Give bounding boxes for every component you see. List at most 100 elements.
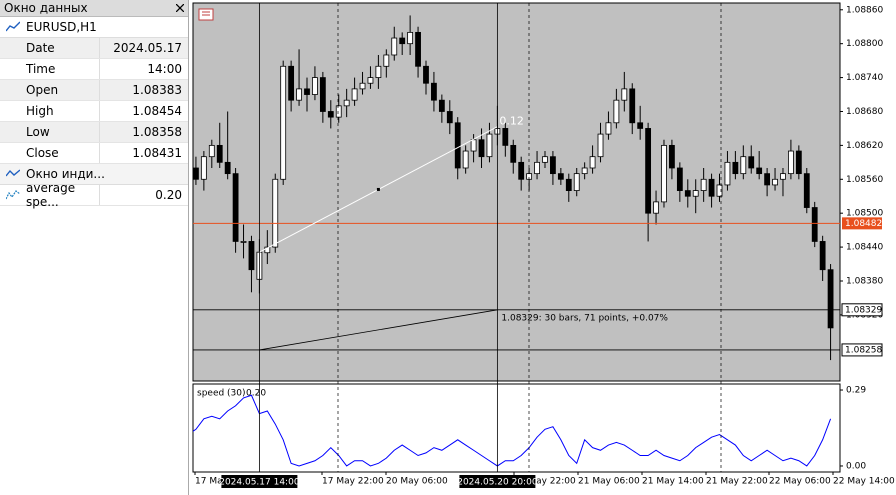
price-box-label: 1.08329 <box>845 305 882 315</box>
data-key: Low <box>0 122 100 142</box>
data-value: 1.08431 <box>132 146 182 160</box>
candle-body <box>542 156 548 163</box>
candle-body <box>343 99 350 107</box>
candle-body <box>383 54 390 67</box>
candle-body <box>795 150 802 175</box>
ruler-text: 1.08329: 30 bars, 71 points, +0.07% <box>501 313 668 323</box>
candle-body <box>200 156 207 180</box>
candle-body <box>296 88 302 101</box>
data-row: Low 1.08358 <box>0 122 188 143</box>
candle-body <box>224 161 231 175</box>
candle-body <box>780 173 786 180</box>
ruler-line <box>259 309 498 351</box>
trendline-handle <box>376 187 380 191</box>
y-tick-label: 1.08800 <box>846 39 883 49</box>
candle-body <box>692 190 699 197</box>
candle-body <box>803 173 810 208</box>
date-box-label: 2024.05.17 14:00 <box>219 478 300 488</box>
candle-body <box>502 128 509 146</box>
price-pane <box>192 2 841 382</box>
candle-body <box>550 156 556 175</box>
y-tick-label: 1.08620 <box>846 141 883 151</box>
price-box <box>841 343 883 357</box>
x-tick-label: 21 May 06:00 <box>578 477 640 487</box>
y-tick-label: 0.29 <box>846 386 866 396</box>
candle-body <box>193 167 199 180</box>
candle-body <box>605 122 612 135</box>
candle-body <box>232 173 239 242</box>
current-price-box <box>842 217 882 230</box>
x-tick-label: 20 May 22:00 <box>514 477 576 487</box>
data-key: Close <box>0 143 100 163</box>
indicator-key: average spe... <box>0 181 100 209</box>
candle-body <box>264 246 271 254</box>
data-value: 2024.05.17 <box>113 41 182 55</box>
price-box <box>841 303 883 317</box>
candle-body <box>415 31 421 67</box>
candle-body <box>565 178 572 191</box>
data-window-header: Окно данных <box>0 0 188 17</box>
candle-body <box>423 65 429 84</box>
candle-body <box>240 241 247 243</box>
candle-body <box>669 144 675 169</box>
candle-body <box>573 173 580 191</box>
candle-body <box>407 31 414 45</box>
candle-body <box>367 77 374 84</box>
y-tick-label: 1.08680 <box>846 107 883 117</box>
candle-body <box>272 178 279 248</box>
candles <box>193 15 834 361</box>
candle-body <box>359 82 366 90</box>
candle-body <box>653 201 659 214</box>
candle-body <box>335 105 342 118</box>
data-key: Open <box>0 80 100 100</box>
candle-body <box>756 167 763 175</box>
candle-body <box>288 65 295 101</box>
y-tick-label: 1.08440 <box>846 243 883 253</box>
candle-body <box>740 156 747 175</box>
candle-body <box>645 128 652 214</box>
data-row: Time 14:00 <box>0 59 188 80</box>
candle-body <box>280 65 287 180</box>
candle-body <box>454 122 461 169</box>
candle-body <box>486 133 493 158</box>
candle-body <box>478 139 485 158</box>
indicator-row: average spe... 0.20 <box>0 181 188 209</box>
candle-body <box>208 144 215 158</box>
candle-body <box>827 269 834 329</box>
candle-body <box>431 82 437 101</box>
candle-body <box>438 99 445 112</box>
y-tick-label: 1.08860 <box>846 5 883 15</box>
candle-body <box>589 156 596 169</box>
indicator-header-row: Окно инди... <box>0 164 188 185</box>
x-tick-label: 22 May 14:00 <box>833 477 895 487</box>
candle-body <box>613 99 620 124</box>
candle-body <box>700 178 707 191</box>
y-tick-label: 1.08740 <box>846 73 883 83</box>
candle-body <box>534 161 540 175</box>
candle-body <box>327 111 334 118</box>
candle-body <box>597 133 604 158</box>
indicator-name: speed (30) <box>197 389 246 399</box>
data-window-title: Окно данных <box>4 1 88 15</box>
candle-body <box>510 144 517 163</box>
candle-body <box>446 111 453 124</box>
data-key: Date <box>0 38 100 58</box>
data-key: High <box>0 101 100 121</box>
price-box-label: 1.08258 <box>845 345 882 355</box>
current-price-label: 1.08482 <box>845 219 882 229</box>
candle-body <box>319 77 326 112</box>
candle-body <box>637 122 644 129</box>
close-button[interactable] <box>176 4 184 12</box>
data-key: Time <box>0 59 100 79</box>
x-tick-label: 20 May 06:00 <box>386 477 448 487</box>
y-tick-label: 1.08560 <box>846 175 883 185</box>
indicator-line <box>193 394 832 467</box>
candle-body <box>248 241 255 271</box>
data-value: 1.08454 <box>132 104 182 118</box>
date-box <box>459 475 536 488</box>
x-tick-label: 21 May 14:00 <box>642 477 704 487</box>
data-window: Окно данных EURUSD,H1 Date 2024.05.17 Time… <box>0 0 189 495</box>
candle-body <box>581 167 588 175</box>
candle-body <box>748 156 755 169</box>
